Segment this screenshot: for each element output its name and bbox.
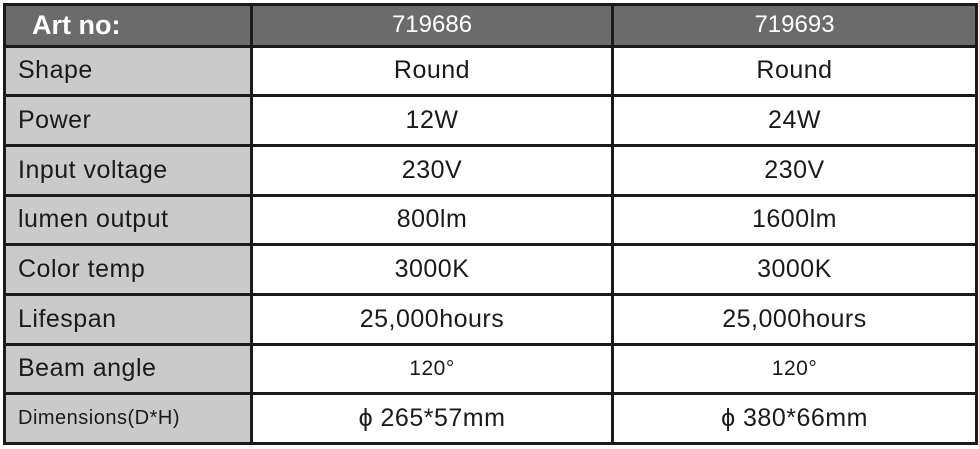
row-label: Input voltage (3, 143, 253, 197)
cell-value: 3000K (611, 243, 978, 296)
table-row-lifespan: Lifespan 25,000hours 25,000hours (3, 292, 978, 346)
cell-value: 230V (250, 143, 614, 197)
row-label: Beam angle (3, 342, 253, 396)
cell-value: Round (250, 44, 614, 98)
cell-value: 800lm (250, 193, 614, 247)
spec-table: Art no: 719686 719693 Shape Round Round … (3, 3, 978, 445)
row-label: lumen output (3, 193, 253, 247)
art-no-719686: 719686 (250, 3, 614, 48)
table-row-color-temp: Color temp 3000K 3000K (3, 243, 978, 296)
cell-value: 230V (611, 143, 978, 197)
table-row-shape: Shape Round Round (3, 44, 978, 98)
cell-value: ϕ 380*66mm (611, 392, 978, 445)
cell-value: 3000K (250, 243, 614, 296)
cell-value: 120° (250, 342, 614, 396)
table-row-lumen-output: lumen output 800lm 1600lm (3, 193, 978, 247)
cell-value: 120° (611, 342, 978, 396)
art-no-719693: 719693 (611, 3, 978, 48)
cell-value: 12W (250, 94, 614, 147)
row-label: Dimensions(D*H) (3, 392, 253, 445)
cell-value: 24W (611, 94, 978, 147)
row-label: Shape (3, 44, 253, 98)
cell-value: 1600lm (611, 193, 978, 247)
table-row-dimensions: Dimensions(D*H) ϕ 265*57mm ϕ 380*66mm (3, 392, 978, 445)
table-row-beam-angle: Beam angle 120° 120° (3, 342, 978, 396)
row-label: Power (3, 94, 253, 147)
row-label: Color temp (3, 243, 253, 296)
cell-value: 25,000hours (250, 292, 614, 346)
row-label: Lifespan (3, 292, 253, 346)
table-row-power: Power 12W 24W (3, 94, 978, 147)
header-row: Art no: 719686 719693 (3, 3, 978, 48)
cell-value: ϕ 265*57mm (250, 392, 614, 445)
cell-value: 25,000hours (611, 292, 978, 346)
table-row-input-voltage: Input voltage 230V 230V (3, 143, 978, 197)
cell-value: Round (611, 44, 978, 98)
art-no-label: Art no: (3, 3, 253, 48)
